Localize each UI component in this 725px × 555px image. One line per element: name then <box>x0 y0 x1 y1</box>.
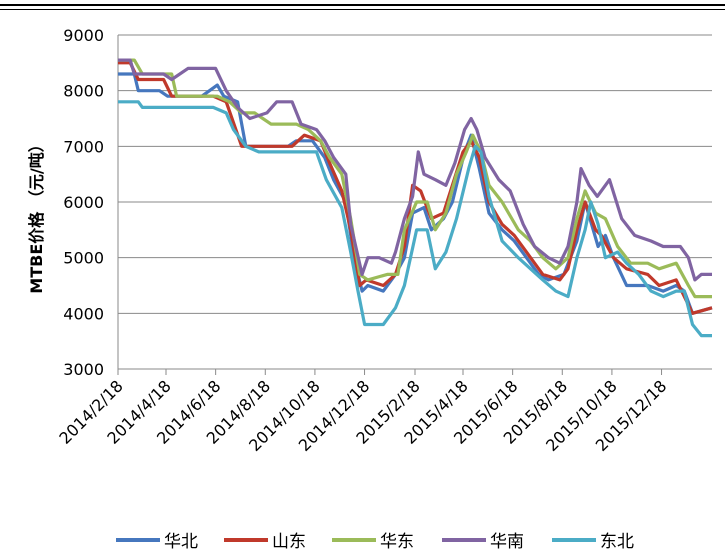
y-tick-label: 3000 <box>63 360 104 379</box>
y-tick-label: 4000 <box>63 304 104 323</box>
y-tick-label: 9000 <box>63 26 104 45</box>
plot-area <box>118 58 713 338</box>
series-line-0 <box>118 72 713 315</box>
y-tick-label: 5000 <box>63 249 104 268</box>
axes <box>117 35 712 375</box>
y-tick-label: 6000 <box>63 193 104 212</box>
top-rule-thick <box>0 4 725 6</box>
y-tick-labels: 3000 4000 5000 6000 7000 8000 9000 <box>63 26 104 379</box>
legend-label-2: 华东 <box>380 532 414 552</box>
legend-label-4: 东北 <box>600 532 634 552</box>
series-line-2 <box>118 58 712 299</box>
x-tick-labels: 2014/2/182014/4/182014/6/182014/8/182014… <box>55 376 670 455</box>
top-rule-thin <box>0 9 725 10</box>
legend-label-3: 华南 <box>490 532 524 552</box>
series-line-4 <box>118 100 712 338</box>
y-axis-label: MTBE价格 （元/吨） <box>27 136 46 293</box>
y-tick-label: 8000 <box>63 82 104 101</box>
legend: 华北 山东 华东 华南 东北 <box>116 532 634 552</box>
legend-label-0: 华北 <box>164 532 198 552</box>
series-line-3 <box>118 58 712 282</box>
legend-label-1: 山东 <box>272 532 306 552</box>
y-tick-label: 7000 <box>63 137 104 156</box>
